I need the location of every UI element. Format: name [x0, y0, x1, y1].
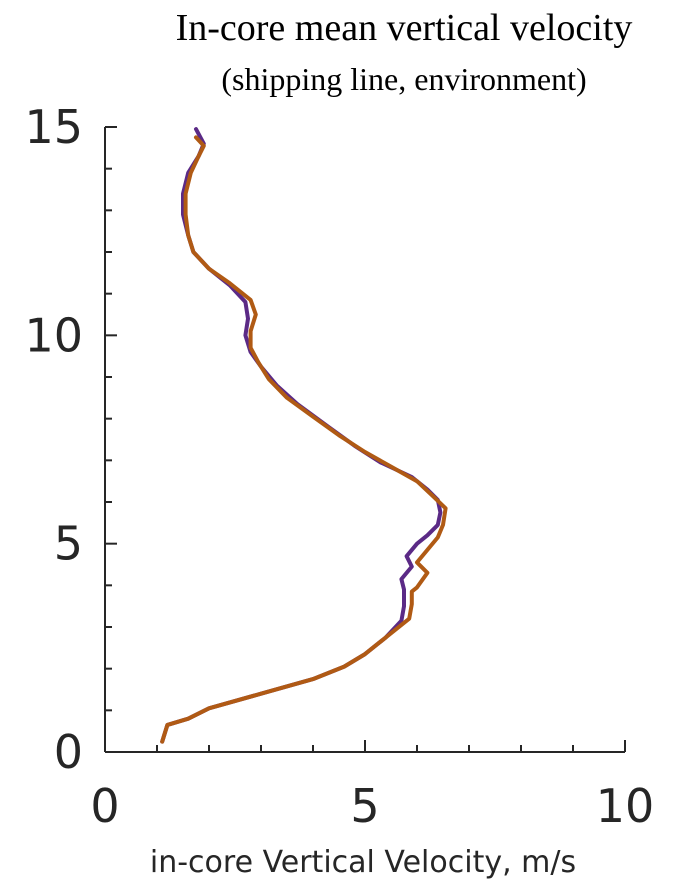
chart-title: In-core mean vertical velocity — [176, 7, 633, 49]
plot-area — [160, 127, 448, 744]
y-tick-label: 0 — [54, 725, 83, 779]
series-line-1 — [160, 127, 443, 744]
y-tick-label: 10 — [24, 308, 83, 362]
y-tick-label: 5 — [54, 517, 83, 571]
x-tick-label: 0 — [90, 779, 119, 833]
x-axis-label: in-core Vertical Velocity, m/s — [150, 845, 576, 880]
chart-subtitle: (shipping line, environment) — [221, 61, 586, 97]
series-line-2 — [160, 135, 448, 744]
y-axis-ticks: 0 5 10 15 — [24, 100, 117, 779]
y-tick-label: 15 — [24, 100, 83, 154]
x-axis-ticks: 0 5 10 — [90, 740, 654, 833]
x-tick-label: 10 — [596, 779, 655, 833]
x-tick-label: 5 — [350, 779, 379, 833]
